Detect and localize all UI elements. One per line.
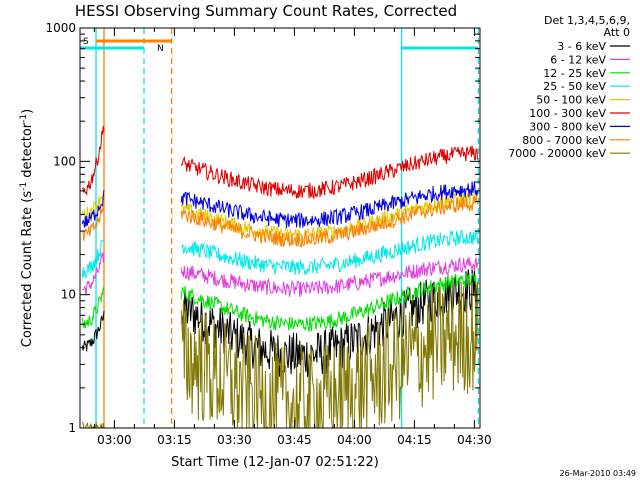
series-line-0 [81,267,479,377]
plot-area: SN [80,28,480,430]
legend-label-7: 800 - 7000 keV [522,134,606,147]
legend-label-5: 100 - 300 keV [529,107,606,120]
series-line-2 [81,272,478,332]
plot-frame [79,27,481,429]
y-tick-label-2: 100 [53,154,76,168]
legend-header-0: Det 1,3,4,5,6,9, [544,14,630,27]
y-label-sup2: -1 [19,114,29,123]
legend-header-1: Att 0 [604,26,630,39]
y-tick-label-3: 1000 [45,21,76,35]
y-axis-label: Corrected Count Rate (s-1 detector-1) [19,109,35,347]
legend-label-4: 50 - 100 keV [536,94,606,107]
series-line-3 [81,229,479,279]
legend-label-8: 7000 - 20000 keV [508,147,606,160]
y-tick-label-0: 1 [68,421,76,435]
legend-label-6: 300 - 800 keV [529,120,606,133]
x-axis-label: Start Time (12-Jan-07 02:51:22) [171,455,379,470]
chart-title: HESSI Observing Summary Count Rates, Cor… [75,2,457,20]
y-label-sup1: -1 [19,182,29,191]
y-label-main: Corrected Count Rate (s [20,191,35,348]
x-tick-label-1: 03:15 [157,433,192,447]
legend-label-2: 12 - 25 keV [543,67,606,80]
legend-label-1: 6 - 12 keV [550,53,606,66]
legend-label-3: 25 - 50 keV [543,80,606,93]
night-label: N [157,44,164,54]
y-label-mid: detector [20,122,35,182]
footer-date: 26-Mar-2010 03:49 [560,469,637,478]
legend-label-0: 3 - 6 keV [557,40,606,53]
series-line-7 [81,195,479,248]
series-line-5 [81,125,479,200]
x-tick-label-6: 04:30 [457,433,492,447]
saa-label: S [83,37,89,47]
x-tick-label-3: 03:45 [277,433,312,447]
x-tick-label-2: 03:30 [217,433,252,447]
x-tick-label-5: 04:15 [397,433,432,447]
series-line-1 [82,252,479,298]
series-line-6 [81,181,479,228]
y-label-end: ) [20,109,35,114]
svg-text:Corrected Count Rate (s-1 dete: Corrected Count Rate (s-1 detector-1) [19,109,35,347]
x-tick-label-4: 04:00 [337,433,372,447]
x-tick-label-0: 03:00 [97,433,132,447]
y-tick-label-1: 10 [61,288,76,302]
